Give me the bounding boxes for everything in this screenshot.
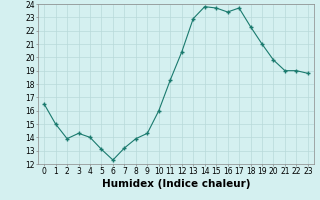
X-axis label: Humidex (Indice chaleur): Humidex (Indice chaleur) xyxy=(102,179,250,189)
